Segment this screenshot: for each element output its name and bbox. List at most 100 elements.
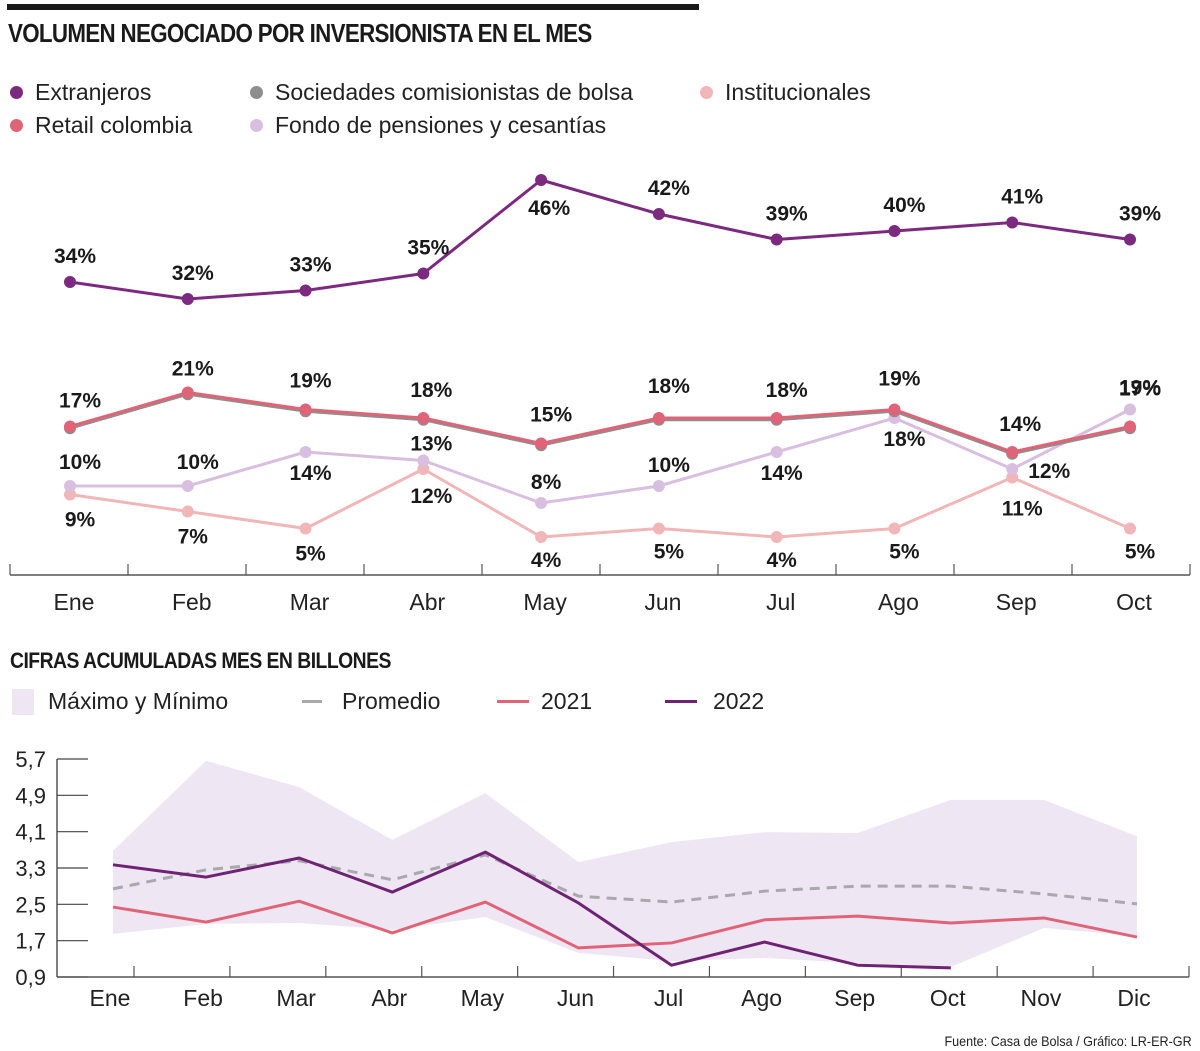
- data-label: 32%: [172, 262, 214, 285]
- data-label: 18%: [648, 375, 690, 398]
- data-point: [888, 522, 901, 535]
- data-point: [64, 488, 76, 501]
- x-tick-label: Jun: [557, 985, 594, 1011]
- legend-item-fondo: Fondo de pensiones y cesantías: [250, 112, 606, 139]
- series-line-retail-colombia: [69, 391, 1131, 454]
- legend-dot-icon: [10, 119, 23, 132]
- data-label: 4%: [766, 549, 797, 572]
- data-label: 40%: [883, 194, 925, 217]
- x-tick-label: Ene: [90, 985, 131, 1011]
- data-label: 42%: [648, 177, 690, 200]
- data-label: 12%: [1028, 460, 1070, 483]
- data-point: [1006, 446, 1019, 458]
- data-label: 11%: [1002, 498, 1043, 521]
- data-point: [1124, 403, 1136, 416]
- x-tick-label: Abr: [371, 985, 407, 1011]
- data-label: 34%: [54, 245, 96, 268]
- data-point: [1006, 463, 1019, 475]
- data-label: 8%: [531, 471, 562, 494]
- data-label: 18%: [410, 379, 452, 402]
- section-title: CIFRAS ACUMULADAS MES EN BILLONES: [10, 648, 391, 673]
- data-point: [417, 267, 430, 280]
- y-tick-label: 5,7: [15, 747, 46, 772]
- data-point: [770, 412, 783, 424]
- data-point: [417, 463, 430, 475]
- data-point: [64, 420, 76, 433]
- data-point: [299, 446, 312, 458]
- data-point: [181, 386, 194, 399]
- x-tick-label: Feb: [172, 589, 212, 615]
- chart-title: VOLUMEN NEGOCIADO POR INVERSIONISTA EN E…: [8, 18, 592, 48]
- data-label: 41%: [1001, 186, 1043, 209]
- y-tick-label: 4,9: [15, 783, 46, 808]
- data-label: 14%: [761, 462, 803, 485]
- data-point: [535, 531, 548, 543]
- x-tick-label: Sep: [834, 985, 875, 1011]
- data-point: [1124, 233, 1136, 246]
- x-tick-label: Oct: [1116, 589, 1152, 615]
- x-tick-label: May: [461, 985, 505, 1011]
- x-tick-label: Jul: [766, 589, 795, 615]
- data-label: 46%: [528, 197, 570, 220]
- legend-label: Fondo de pensiones y cesantías: [275, 112, 607, 138]
- legend-band-swatch-icon: [12, 688, 34, 715]
- legend-dot-icon: [250, 86, 263, 99]
- data-point: [181, 505, 194, 518]
- data-point: [417, 412, 430, 424]
- legend-label: 2021: [541, 688, 593, 714]
- y-tick-label: 2,5: [15, 892, 46, 917]
- data-point: [64, 276, 76, 288]
- series-line-2022: [112, 850, 951, 970]
- x-tick-label: May: [523, 589, 567, 615]
- data-label: 10%: [648, 454, 690, 477]
- legend-item-retail: Retail colombia: [10, 112, 192, 139]
- legend-line-swatch-icon: [302, 700, 322, 703]
- x-tick-label: Mar: [290, 589, 330, 615]
- data-label: 5%: [1125, 541, 1156, 564]
- data-point: [1006, 216, 1019, 229]
- data-label: 12%: [410, 485, 452, 508]
- legend-label: Institucionales: [725, 79, 871, 105]
- max-min-band: [113, 760, 1137, 968]
- legend-label: Extranjeros: [35, 79, 152, 105]
- data-point: [770, 531, 783, 543]
- data-point: [888, 225, 901, 237]
- data-label: 33%: [290, 254, 332, 277]
- data-label: 17%: [59, 390, 101, 413]
- legend-item-promedio: Promedio: [302, 688, 440, 715]
- x-tick-label: Ene: [54, 589, 95, 615]
- legend-label: Retail colombia: [35, 112, 193, 138]
- data-point: [770, 446, 783, 458]
- data-point: [64, 480, 76, 492]
- series-line-sociedades-comisionistas-de-bolsa: [69, 392, 1131, 456]
- legend-label: Sociedades comisionistas de bolsa: [275, 79, 633, 105]
- data-label: 17%: [1119, 378, 1161, 401]
- data-label: 19%: [290, 370, 332, 393]
- x-tick-label: Oct: [930, 985, 966, 1011]
- data-point: [417, 454, 430, 467]
- data-label: 19%: [1119, 377, 1161, 400]
- y-tick-label: 3,3: [15, 856, 46, 881]
- legend-item-institucionales: Institucionales: [700, 79, 871, 106]
- data-point: [535, 497, 548, 509]
- data-label: 21%: [172, 358, 214, 381]
- x-tick-label: Ago: [741, 985, 782, 1011]
- data-label: 4%: [531, 549, 562, 572]
- data-label: 13%: [410, 433, 452, 456]
- x-tick-label: Nov: [1020, 985, 1061, 1011]
- legend-line-swatch-icon: [497, 700, 529, 703]
- title-rule: [7, 4, 699, 10]
- data-label: 39%: [766, 203, 808, 226]
- data-label: 14%: [999, 413, 1041, 436]
- data-point: [888, 403, 901, 416]
- data-label: 10%: [59, 451, 101, 474]
- legend-item-2022: 2022: [665, 688, 764, 715]
- data-point: [181, 293, 194, 305]
- data-label: 18%: [883, 428, 925, 451]
- legend-dot-icon: [10, 86, 23, 99]
- data-point: [299, 403, 312, 416]
- data-label: 15%: [530, 404, 572, 427]
- data-point: [652, 412, 665, 424]
- x-tick-label: Jun: [644, 589, 681, 615]
- data-point: [535, 174, 548, 186]
